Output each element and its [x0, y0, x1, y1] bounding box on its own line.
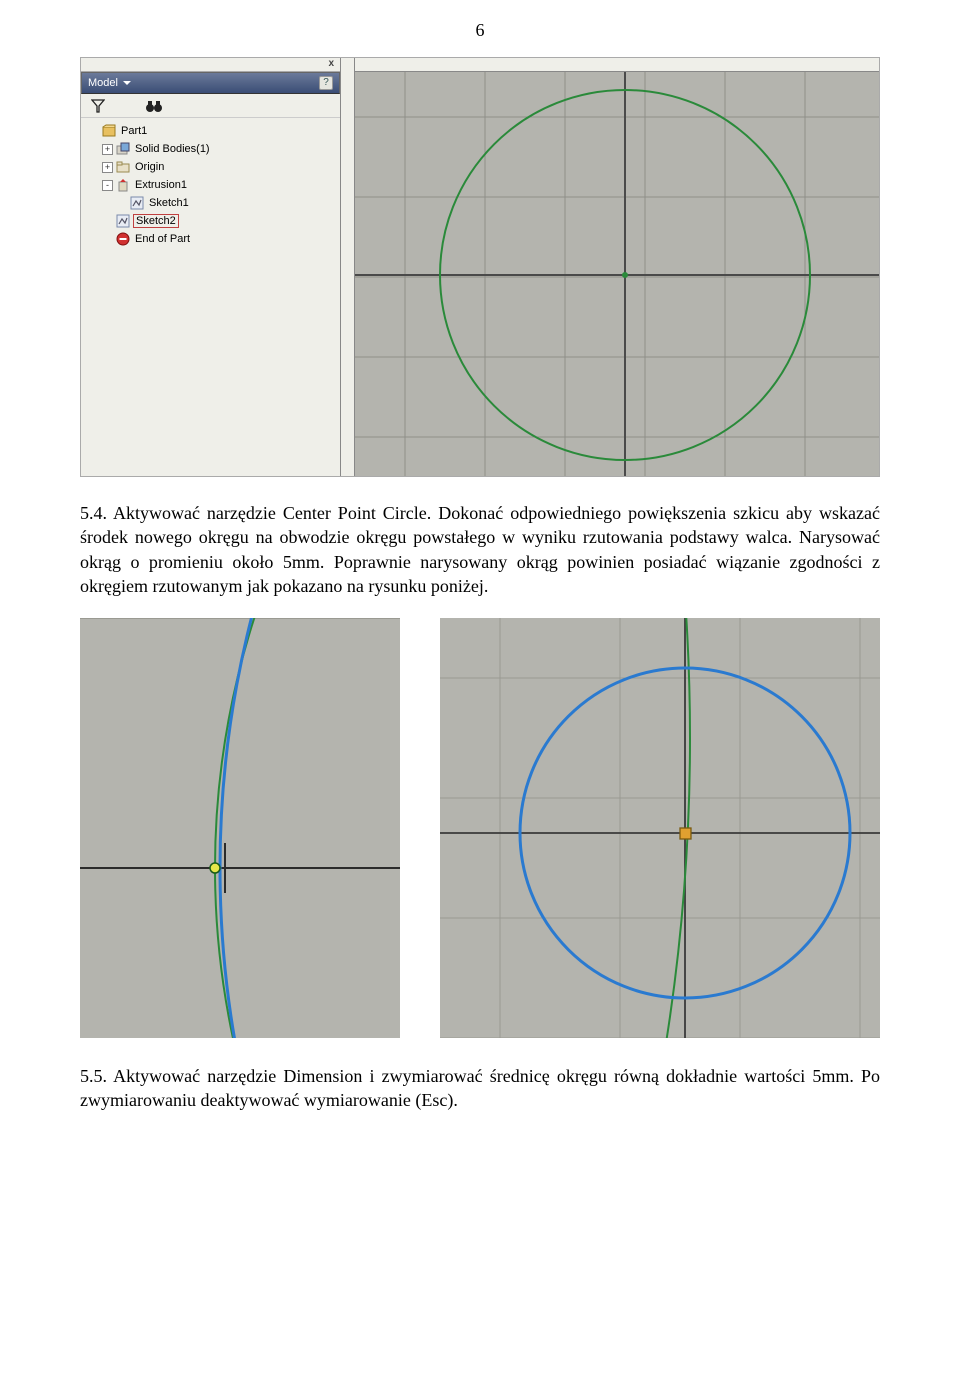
instruction-5-4: 5.4. Aktywować narzędzie Center Point Ci…	[80, 501, 880, 598]
sketch-viewport-1	[341, 58, 879, 476]
model-tree: Part1 + Solid Bodies(1) + Origin - Extrusion1 S…	[81, 118, 340, 252]
cad-screenshot-1: x Model ? Part1 + Solid Bodies(1) + Origin - E…	[80, 57, 880, 477]
expand-icon[interactable]: +	[102, 144, 113, 155]
tree-item-label: Extrusion1	[133, 179, 189, 191]
tree-item[interactable]: - Extrusion1	[83, 176, 338, 194]
part-icon	[102, 124, 116, 138]
panel-header[interactable]: Model ?	[81, 72, 340, 94]
filter-row	[81, 94, 340, 118]
tree-item[interactable]: Sketch2	[83, 212, 338, 230]
screenshot-pair	[80, 618, 880, 1038]
expand-icon[interactable]: +	[102, 162, 113, 173]
tree-item[interactable]: End of Part	[83, 230, 338, 248]
panel-close-bar: x	[81, 58, 340, 72]
close-icon[interactable]: x	[328, 58, 334, 71]
viewport-canvas-3	[440, 618, 880, 1038]
filter-icon[interactable]	[91, 99, 105, 113]
chevron-down-icon	[122, 78, 132, 88]
tree-item-label: Sketch1	[147, 197, 191, 209]
panel-title: Model	[88, 77, 118, 89]
instruction-5-5: 5.5. Aktywować narzędzie Dimension i zwy…	[80, 1064, 880, 1113]
binoculars-icon[interactable]	[145, 99, 163, 113]
bodies-icon	[116, 142, 130, 156]
help-icon[interactable]: ?	[319, 76, 333, 90]
sketch-icon	[116, 214, 130, 228]
tree-item-label: End of Part	[133, 233, 192, 245]
extrude-icon	[116, 178, 130, 192]
tree-item[interactable]: Sketch1	[83, 194, 338, 212]
tree-item-label: Solid Bodies(1)	[133, 143, 212, 155]
collapse-icon[interactable]: -	[102, 180, 113, 191]
model-tree-panel: x Model ? Part1 + Solid Bodies(1) + Origin - E…	[81, 58, 341, 476]
viewport-canvas-2	[80, 618, 400, 1038]
tree-item-label: Sketch2	[133, 214, 179, 228]
cad-screenshot-2	[80, 618, 400, 1038]
viewport-canvas-1	[355, 72, 879, 476]
folder-icon	[116, 160, 130, 174]
tree-item[interactable]: Part1	[83, 122, 338, 140]
tree-item-label: Part1	[119, 125, 149, 137]
tree-item-label: Origin	[133, 161, 166, 173]
cad-screenshot-3	[440, 618, 880, 1038]
page-number: 6	[80, 20, 880, 41]
ruler-top	[341, 58, 879, 72]
stop-icon	[116, 232, 130, 246]
ruler-left	[341, 58, 355, 476]
tree-item[interactable]: + Origin	[83, 158, 338, 176]
sketch-icon	[130, 196, 144, 210]
tree-item[interactable]: + Solid Bodies(1)	[83, 140, 338, 158]
